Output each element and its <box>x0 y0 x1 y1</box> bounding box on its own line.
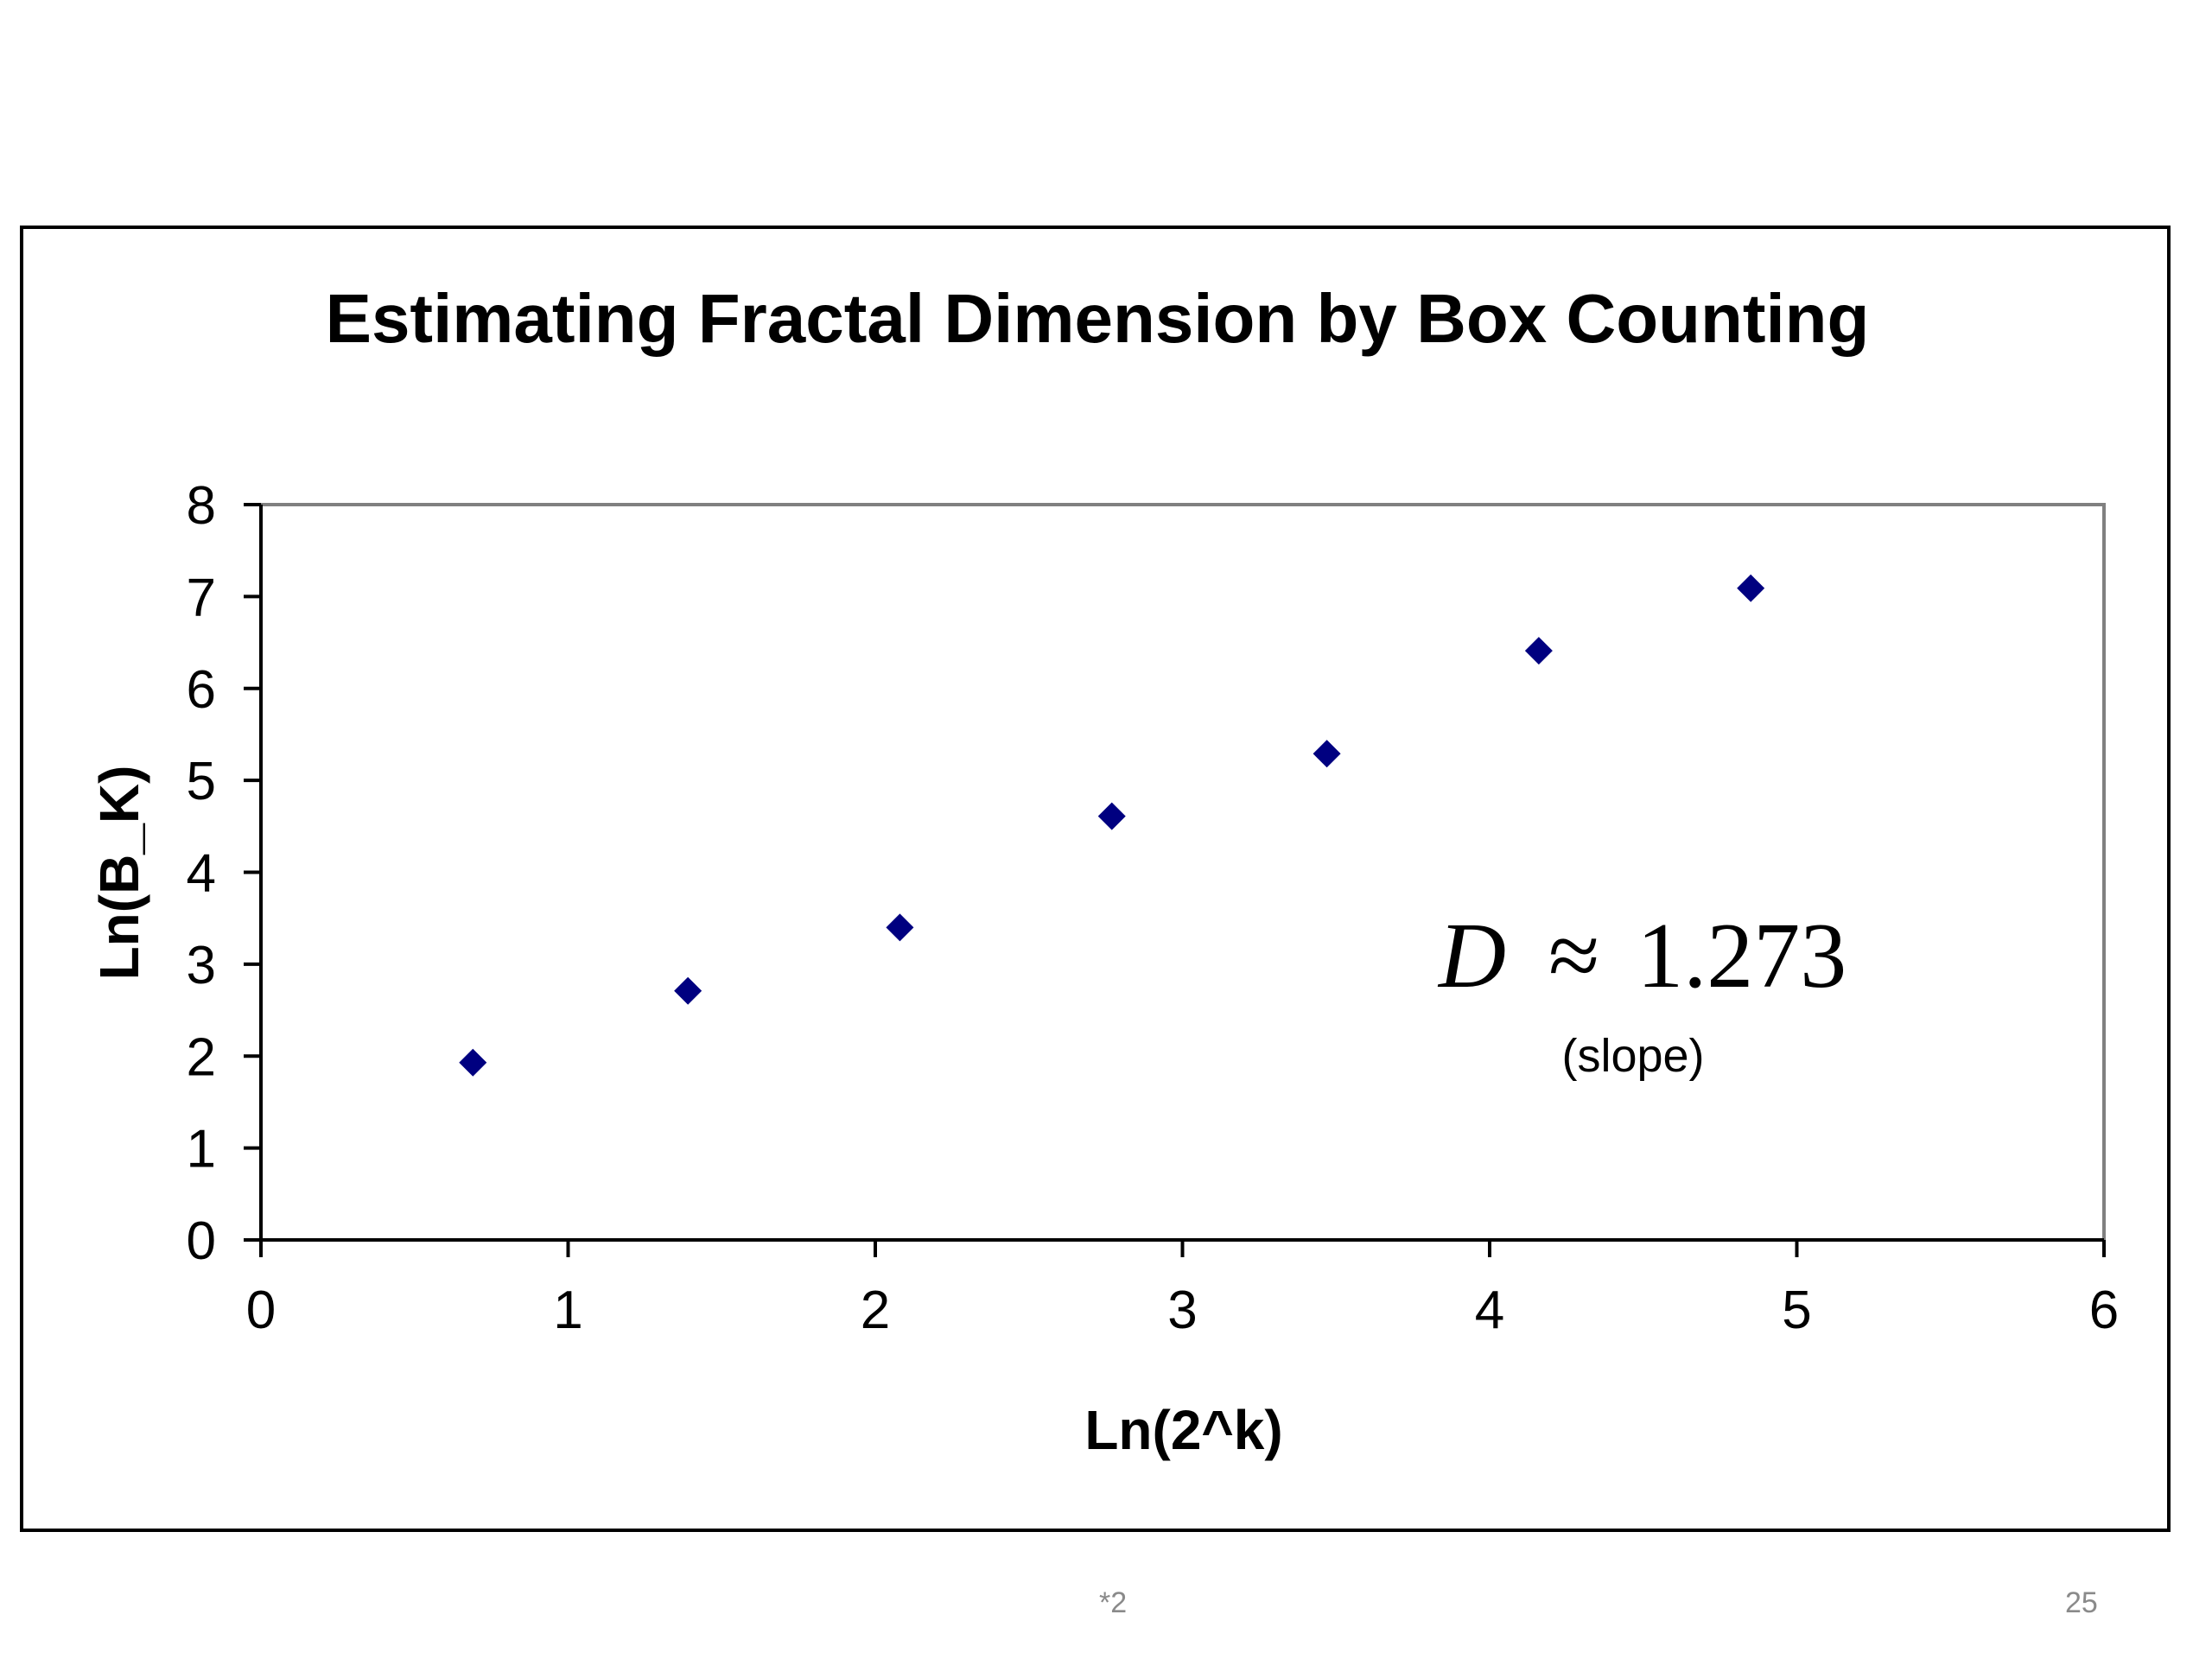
slope-formula: D ≈ 1.273 <box>1437 905 1847 1007</box>
data-point <box>1097 802 1126 830</box>
chart-title: Estimating Fractal Dimension by Box Coun… <box>326 280 1870 357</box>
data-point <box>674 976 702 1005</box>
x-tick-label: 6 <box>2089 1281 2119 1340</box>
data-point <box>1737 574 1765 602</box>
formula-operator: ≈ <box>1548 905 1599 1007</box>
x-tick-label: 3 <box>1167 1281 1197 1340</box>
x-tick-label: 2 <box>861 1281 890 1340</box>
y-tick-label: 6 <box>187 660 216 720</box>
y-tick-label: 7 <box>187 568 216 627</box>
y-axis-ticks: 0 1 2 3 4 5 6 7 8 <box>187 476 261 1271</box>
slope-note: (slope) <box>1561 1030 1704 1082</box>
data-point <box>886 913 914 942</box>
footer-note: *2 <box>1099 1586 1128 1619</box>
y-tick-label: 4 <box>187 844 216 904</box>
y-tick-label: 5 <box>187 752 216 811</box>
page-number: 25 <box>2065 1586 2098 1619</box>
y-tick-label: 1 <box>187 1120 216 1179</box>
data-point <box>1313 740 1341 768</box>
formula-value: 1.273 <box>1637 905 1847 1007</box>
x-tick-label: 5 <box>1782 1281 1811 1340</box>
formula-symbol: D <box>1437 905 1506 1007</box>
y-tick-label: 3 <box>187 936 216 995</box>
data-points <box>459 574 1765 1077</box>
y-axis-label: Ln(B_K) <box>88 766 150 981</box>
x-tick-label: 0 <box>246 1281 276 1340</box>
x-tick-label: 4 <box>1475 1281 1504 1340</box>
y-tick-label: 8 <box>187 476 216 536</box>
y-tick-label: 2 <box>187 1027 216 1087</box>
x-tick-label: 1 <box>553 1281 582 1340</box>
data-point <box>459 1048 487 1077</box>
y-tick-label: 0 <box>187 1211 216 1271</box>
x-axis-label: Ln(2^k) <box>1084 1399 1282 1461</box>
data-point <box>1524 637 1553 665</box>
chart-border <box>20 226 2171 1532</box>
x-axis-ticks: 0 1 2 3 4 5 6 <box>246 1240 2119 1340</box>
